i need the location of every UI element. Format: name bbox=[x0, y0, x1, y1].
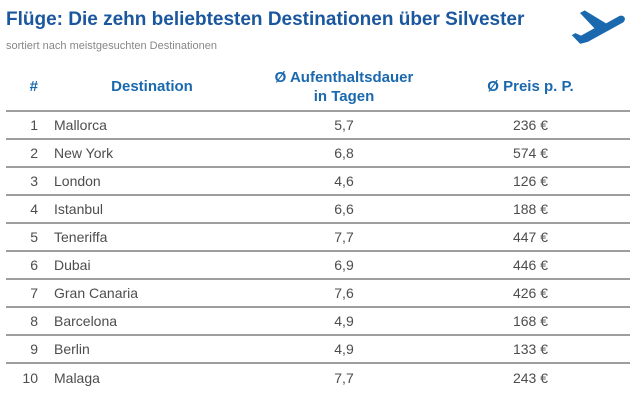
plane-takeoff-icon bbox=[563, 0, 630, 46]
rank-cell: 7 bbox=[6, 278, 46, 307]
destination-cell: London bbox=[46, 166, 258, 195]
destination-cell: New York bbox=[46, 138, 258, 167]
table-row: 10 Malaga 7,7 243 € bbox=[6, 362, 630, 391]
price-cell: 446 € bbox=[430, 250, 630, 279]
duration-cell: 6,9 bbox=[258, 250, 430, 279]
rank-cell: 8 bbox=[6, 306, 46, 335]
rank-cell: 4 bbox=[6, 194, 46, 223]
destination-cell: Teneriffa bbox=[46, 222, 258, 251]
duration-cell: 5,7 bbox=[258, 110, 430, 139]
rank-cell: 6 bbox=[6, 250, 46, 279]
page-subtitle: sortiert nach meistgesuchten Destination… bbox=[6, 40, 217, 52]
table-row: 2 New York 6,8 574 € bbox=[6, 138, 630, 167]
destination-cell: Malaga bbox=[46, 362, 258, 391]
table-row: 5 Teneriffa 7,7 447 € bbox=[6, 222, 630, 251]
col-header-duration-line2: in Tagen bbox=[313, 87, 375, 105]
price-cell: 236 € bbox=[430, 110, 630, 139]
col-header-price: Ø Preis p. P. bbox=[487, 78, 574, 95]
destination-cell: Istanbul bbox=[46, 194, 258, 223]
rank-cell: 1 bbox=[6, 110, 46, 139]
duration-cell: 4,9 bbox=[258, 334, 430, 363]
table-row: 6 Dubai 6,9 446 € bbox=[6, 250, 630, 279]
rank-cell: 2 bbox=[6, 138, 46, 167]
rank-cell: 3 bbox=[6, 166, 46, 195]
table-row: 9 Berlin 4,9 133 € bbox=[6, 334, 630, 363]
duration-cell: 7,6 bbox=[258, 278, 430, 307]
destination-cell: Gran Canaria bbox=[46, 278, 258, 307]
table-row: 4 Istanbul 6,6 188 € bbox=[6, 194, 630, 223]
price-cell: 188 € bbox=[430, 194, 630, 223]
destination-cell: Barcelona bbox=[46, 306, 258, 335]
col-header-destination: Destination bbox=[111, 78, 193, 95]
rank-cell: 5 bbox=[6, 222, 46, 251]
table-row: 1 Mallorca 5,7 236 € bbox=[6, 110, 630, 139]
price-cell: 426 € bbox=[430, 278, 630, 307]
table-header-row: # Destination Ø Aufenthaltsdauer in Tage… bbox=[6, 63, 630, 111]
table-body: 1 Mallorca 5,7 236 €2 New York 6,8 574 €3 Londo… bbox=[6, 110, 630, 391]
destination-cell: Dubai bbox=[46, 250, 258, 279]
destination-cell: Mallorca bbox=[46, 110, 258, 139]
table-row: 8 Barcelona 4,9 168 € bbox=[6, 306, 630, 335]
duration-cell: 7,7 bbox=[258, 362, 430, 391]
price-cell: 133 € bbox=[430, 334, 630, 363]
table-row: 3 London 4,6 126 € bbox=[6, 166, 630, 195]
table-row: 7 Gran Canaria 7,6 426 € bbox=[6, 278, 630, 307]
duration-cell: 4,9 bbox=[258, 306, 430, 335]
price-cell: 126 € bbox=[430, 166, 630, 195]
rank-cell: 9 bbox=[6, 334, 46, 363]
duration-cell: 6,8 bbox=[258, 138, 430, 167]
price-cell: 243 € bbox=[430, 362, 630, 391]
price-cell: 574 € bbox=[430, 138, 630, 167]
duration-cell: 4,6 bbox=[258, 166, 430, 195]
price-cell: 168 € bbox=[430, 306, 630, 335]
destination-cell: Berlin bbox=[46, 334, 258, 363]
col-header-rank: # bbox=[29, 78, 38, 95]
page-title: Flüge: Die zehn beliebtesten Destination… bbox=[6, 9, 525, 30]
col-header-duration: Ø Aufenthaltsdauer in Tagen bbox=[258, 63, 430, 111]
duration-cell: 6,6 bbox=[258, 194, 430, 223]
destinations-table: # Destination Ø Aufenthaltsdauer in Tage… bbox=[6, 63, 630, 391]
col-header-duration-line1: Ø Aufenthaltsdauer bbox=[274, 68, 414, 86]
rank-cell: 10 bbox=[6, 362, 46, 391]
price-cell: 447 € bbox=[430, 222, 630, 251]
duration-cell: 7,7 bbox=[258, 222, 430, 251]
